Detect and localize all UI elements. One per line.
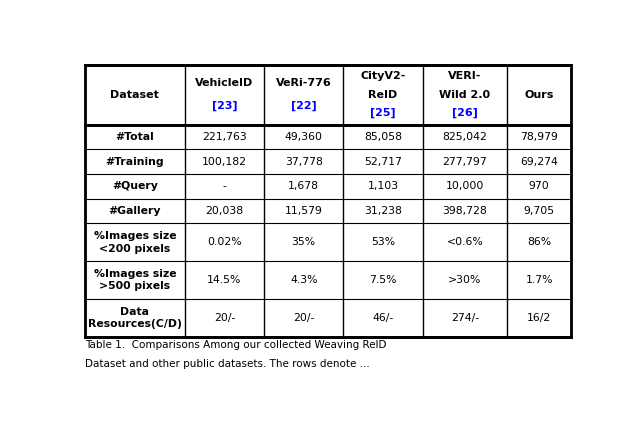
- Text: [26]: [26]: [452, 107, 478, 118]
- Text: Data
Resources(C/D): Data Resources(C/D): [88, 307, 182, 329]
- Text: #Gallery: #Gallery: [109, 206, 161, 216]
- Text: Ours: Ours: [524, 90, 554, 100]
- Text: 53%: 53%: [371, 237, 395, 247]
- Text: #Total: #Total: [115, 132, 154, 142]
- Text: [22]: [22]: [291, 100, 317, 111]
- Text: 1,103: 1,103: [367, 181, 399, 191]
- Text: >30%: >30%: [448, 275, 481, 285]
- Text: Wild 2.0: Wild 2.0: [439, 90, 490, 100]
- Text: 14.5%: 14.5%: [207, 275, 241, 285]
- Text: #Query: #Query: [112, 181, 158, 191]
- Text: 4.3%: 4.3%: [290, 275, 317, 285]
- Text: ReID: ReID: [369, 90, 397, 100]
- Text: 1,678: 1,678: [288, 181, 319, 191]
- Text: 221,763: 221,763: [202, 132, 247, 142]
- Text: 9,705: 9,705: [524, 206, 555, 216]
- Text: %Images size
>500 pixels: %Images size >500 pixels: [93, 269, 176, 291]
- Text: 78,979: 78,979: [520, 132, 558, 142]
- Text: VERI-: VERI-: [448, 71, 481, 81]
- Text: 46/-: 46/-: [372, 313, 394, 323]
- Text: 35%: 35%: [292, 237, 316, 247]
- Text: [23]: [23]: [212, 100, 237, 111]
- Text: VehicleID: VehicleID: [195, 78, 253, 88]
- Text: 0.02%: 0.02%: [207, 237, 242, 247]
- Text: 31,238: 31,238: [364, 206, 402, 216]
- Text: 20/-: 20/-: [293, 313, 314, 323]
- Text: 274/-: 274/-: [451, 313, 479, 323]
- Text: 20/-: 20/-: [214, 313, 235, 323]
- Text: 49,360: 49,360: [285, 132, 323, 142]
- Text: 970: 970: [529, 181, 549, 191]
- Text: #Training: #Training: [106, 157, 164, 167]
- Text: 37,778: 37,778: [285, 157, 323, 167]
- Text: 69,274: 69,274: [520, 157, 558, 167]
- Text: [25]: [25]: [370, 107, 396, 118]
- Text: 86%: 86%: [527, 237, 551, 247]
- Text: 398,728: 398,728: [442, 206, 487, 216]
- Text: 11,579: 11,579: [285, 206, 323, 216]
- Text: Table 1.  Comparisons Among our collected Weaving ReID: Table 1. Comparisons Among our collected…: [85, 340, 387, 350]
- Text: 85,058: 85,058: [364, 132, 402, 142]
- Text: 825,042: 825,042: [442, 132, 487, 142]
- Text: Dataset: Dataset: [111, 90, 159, 100]
- Text: CityV2-: CityV2-: [360, 71, 406, 81]
- Text: 100,182: 100,182: [202, 157, 247, 167]
- Text: 20,038: 20,038: [205, 206, 243, 216]
- Text: 10,000: 10,000: [445, 181, 484, 191]
- Text: 16/2: 16/2: [527, 313, 551, 323]
- Text: <0.6%: <0.6%: [447, 237, 483, 247]
- Text: 1.7%: 1.7%: [525, 275, 553, 285]
- Text: 7.5%: 7.5%: [369, 275, 397, 285]
- Text: %Images size
<200 pixels: %Images size <200 pixels: [93, 231, 176, 254]
- Text: 277,797: 277,797: [442, 157, 487, 167]
- Text: VeRi-776: VeRi-776: [276, 78, 332, 88]
- Text: 52,717: 52,717: [364, 157, 402, 167]
- Text: Dataset and other public datasets. The rows denote ...: Dataset and other public datasets. The r…: [85, 359, 370, 368]
- Text: -: -: [223, 181, 227, 191]
